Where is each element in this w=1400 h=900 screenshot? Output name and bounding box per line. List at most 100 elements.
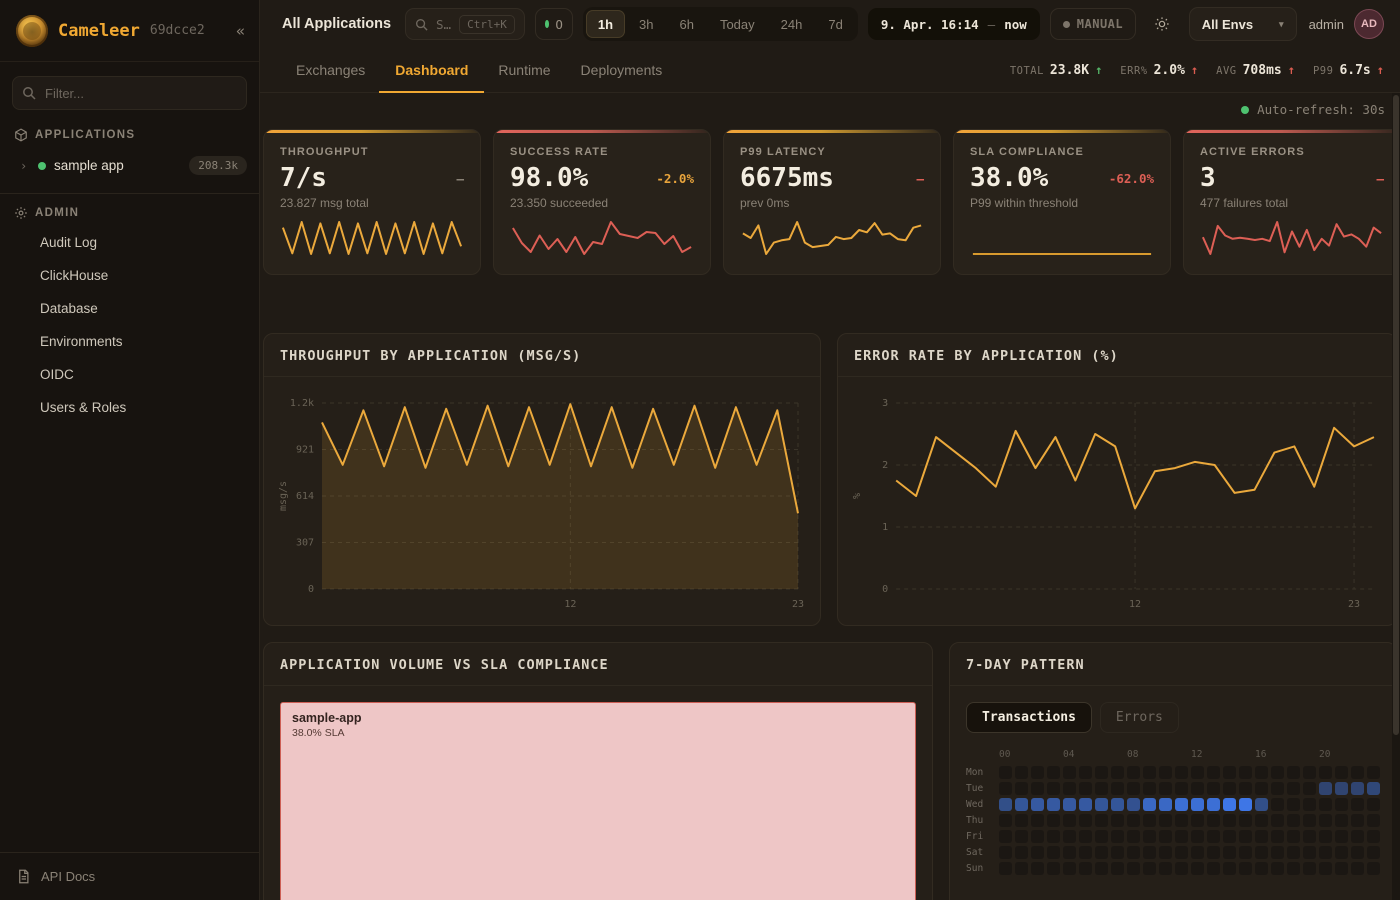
manual-dot bbox=[1062, 20, 1070, 28]
heatmap-cell bbox=[1143, 782, 1156, 795]
kpi-subtitle: prev 0ms bbox=[740, 196, 790, 210]
connection-status-button[interactable]: O bbox=[534, 8, 573, 40]
pattern-body: Transactions Errors 00 04 08 12 16 20 Mon Tue Wed… bbox=[950, 686, 1396, 894]
heatmap-cell bbox=[1111, 782, 1124, 795]
treemap-body: sample-app 38.0% SLA bbox=[264, 686, 932, 900]
time-range-today[interactable]: Today bbox=[719, 16, 755, 32]
error-rate-chart-panel: ERROR RATE BY APPLICATION (%) 0 1 2 3 12 23% bbox=[837, 333, 1397, 626]
heatmap-cell bbox=[1271, 798, 1284, 811]
heatmap-cell bbox=[1271, 830, 1284, 843]
trend-arrow-icon: ↑ bbox=[1190, 62, 1199, 77]
heatmap-cell bbox=[1079, 814, 1092, 827]
heatmap-hour-labels: 00 04 08 12 16 20 bbox=[966, 749, 1380, 763]
heatmap-cell bbox=[1127, 846, 1140, 859]
heatmap-cell bbox=[1047, 830, 1060, 843]
tab-deployments[interactable]: Deployments bbox=[580, 62, 663, 78]
heatmap-cell bbox=[1319, 862, 1332, 875]
heatmap-cell bbox=[1351, 862, 1364, 875]
svg-text:12: 12 bbox=[1129, 599, 1141, 610]
sidebar-collapse-button[interactable]: « bbox=[235, 21, 245, 40]
heatmap-cell bbox=[1031, 766, 1044, 779]
heatmap-cell bbox=[1031, 782, 1044, 795]
heatmap-hour-label bbox=[1095, 749, 1108, 763]
panel-title: ERROR RATE BY APPLICATION (%) bbox=[838, 334, 1396, 377]
kpi-delta: -62.0% bbox=[1108, 170, 1154, 186]
sidebar-item-sample-app[interactable]: › sample app 208.3k bbox=[0, 148, 259, 183]
vertical-scrollbar[interactable] bbox=[1392, 93, 1400, 900]
svg-text:921: 921 bbox=[296, 445, 314, 456]
time-range-1h[interactable]: 1h bbox=[585, 10, 626, 38]
heatmap-cell bbox=[999, 814, 1012, 827]
heatmap-cell bbox=[1287, 846, 1300, 859]
heatmap-cell bbox=[1207, 814, 1220, 827]
heatmap-cell bbox=[1111, 862, 1124, 875]
heatmap-hour-label bbox=[1207, 749, 1220, 763]
admin-section-header: ADMIN bbox=[0, 194, 259, 226]
heatmap-cell bbox=[1079, 766, 1092, 779]
heatmap-hour-label: 20 bbox=[1319, 749, 1331, 760]
panel-title: THROUGHPUT BY APPLICATION (MSG/S) bbox=[264, 334, 820, 377]
date-to: now bbox=[1004, 16, 1027, 32]
tab-runtime[interactable]: Runtime bbox=[498, 62, 551, 78]
pattern-heatmap: 00 04 08 12 16 20 Mon Tue Wed Thu Fri Sat Sun bbox=[966, 749, 1380, 875]
kpi-delta: -2.0% bbox=[656, 170, 694, 186]
sidebar-item-users-roles[interactable]: Users & Roles bbox=[40, 400, 127, 415]
sidebar-item-environments[interactable]: Environments bbox=[40, 334, 123, 349]
heatmap-day-label: Sat bbox=[966, 847, 984, 858]
filter-input[interactable] bbox=[12, 76, 247, 110]
sidebar-item-api-docs[interactable]: API Docs bbox=[0, 852, 259, 900]
treemap-node-sample-app[interactable]: sample-app 38.0% SLA bbox=[280, 702, 916, 900]
svg-text:23: 23 bbox=[792, 599, 804, 610]
heatmap-cell bbox=[1191, 862, 1204, 875]
sidebar-item-clickhouse[interactable]: ClickHouse bbox=[40, 268, 109, 283]
heatmap-cell bbox=[1207, 798, 1220, 811]
kpi-title: ACTIVE ERRORS bbox=[1200, 146, 1305, 158]
heatmap-cell bbox=[1351, 766, 1364, 779]
pattern-mode-errors[interactable]: Errors bbox=[1099, 702, 1179, 733]
global-search-input[interactable]: S… Ctrl+K bbox=[405, 8, 525, 40]
chevron-right-icon[interactable]: › bbox=[20, 158, 28, 173]
heatmap-cell bbox=[1175, 782, 1188, 795]
heatmap-day-label: Thu bbox=[966, 815, 984, 826]
stat-avg: AVG 708ms ↑ bbox=[1216, 63, 1295, 78]
sidebar-item-audit-log[interactable]: Audit Log bbox=[40, 235, 98, 250]
time-range-3h[interactable]: 3h bbox=[639, 16, 654, 32]
pattern-mode-transactions[interactable]: Transactions bbox=[966, 702, 1092, 733]
gear-icon bbox=[15, 207, 27, 219]
sidebar: Cameleer 69dcce2 « APPLICATIONS › sample… bbox=[0, 0, 260, 900]
heatmap-cell bbox=[1367, 766, 1380, 779]
date-range-picker[interactable]: 9. Apr. 16:14 – now bbox=[867, 8, 1040, 40]
heatmap-cell bbox=[1047, 862, 1060, 875]
user-name: admin bbox=[1308, 16, 1344, 32]
time-range-6h[interactable]: 6h bbox=[679, 16, 694, 32]
svg-text:3: 3 bbox=[882, 398, 888, 409]
panel-title: 7-DAY PATTERN bbox=[950, 643, 1396, 686]
heatmap-hour-label: 04 bbox=[1063, 749, 1075, 760]
sidebar-item-database[interactable]: Database bbox=[40, 301, 98, 316]
heatmap-cell bbox=[1015, 782, 1028, 795]
user-avatar[interactable]: AD bbox=[1354, 9, 1384, 39]
time-range-24h[interactable]: 24h bbox=[780, 16, 803, 32]
heatmap-cell bbox=[1175, 830, 1188, 843]
heatmap-cell bbox=[1143, 798, 1156, 811]
heatmap-cell bbox=[1143, 814, 1156, 827]
sidebar-item-oidc[interactable]: OIDC bbox=[40, 367, 74, 382]
heatmap-cell bbox=[1095, 846, 1108, 859]
kpi-card-sla-compliance: SLA COMPLIANCE 38.0% -62.0% P99 within thre… bbox=[953, 129, 1171, 275]
heatmap-cell bbox=[1335, 814, 1348, 827]
tab-dashboard[interactable]: Dashboard bbox=[379, 48, 485, 93]
theme-toggle-button[interactable] bbox=[1146, 8, 1179, 40]
heatmap-cell bbox=[1159, 782, 1172, 795]
scrollbar-thumb[interactable] bbox=[1393, 95, 1399, 735]
manual-mode-button[interactable]: MANUAL bbox=[1049, 8, 1137, 40]
stat-value: 23.8K bbox=[1049, 62, 1090, 78]
kpi-sparkline bbox=[1200, 219, 1384, 257]
tab-exchanges[interactable]: Exchanges bbox=[296, 62, 366, 78]
heatmap-cell bbox=[1335, 766, 1348, 779]
time-range-7d[interactable]: 7d bbox=[828, 16, 843, 32]
kpi-value: 7/s bbox=[280, 163, 327, 193]
heatmap-cell bbox=[1287, 830, 1300, 843]
environments-select[interactable]: All Envs ▾ bbox=[1188, 7, 1297, 41]
tabs-row: Exchanges Dashboard Runtime Deployments TOT… bbox=[260, 48, 1400, 93]
heatmap-cell bbox=[1143, 846, 1156, 859]
